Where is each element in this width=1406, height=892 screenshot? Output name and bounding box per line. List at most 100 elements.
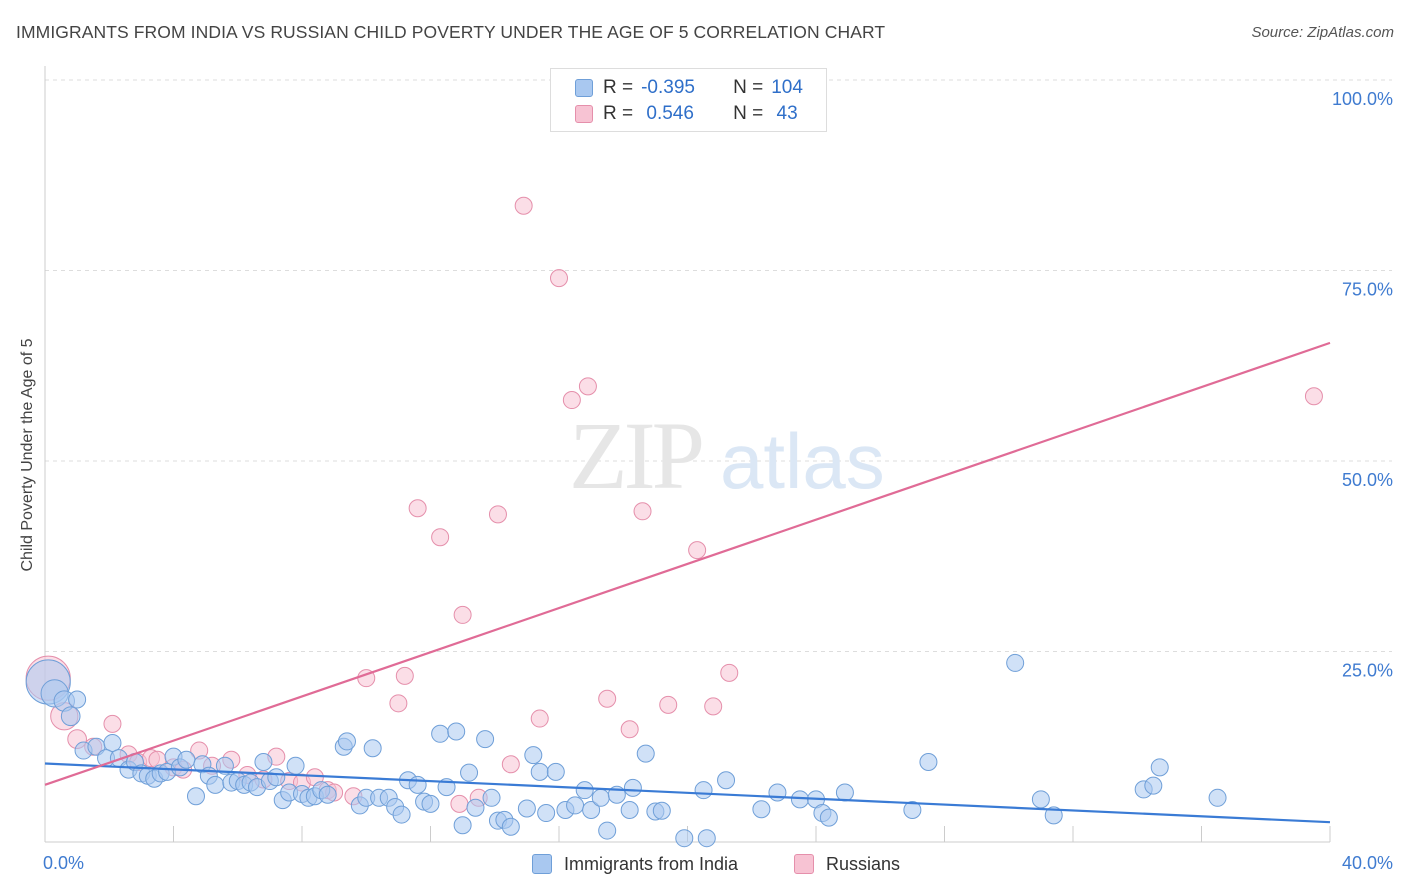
data-point [835, 783, 854, 802]
data-point [460, 763, 479, 782]
data-point [286, 756, 305, 775]
data-point [537, 804, 556, 823]
data-point [620, 800, 639, 819]
bottom-legend-swatch-india [532, 854, 552, 874]
data-point [514, 196, 533, 215]
data-point [919, 752, 938, 771]
y-tick-label: 75.0% [1342, 280, 1393, 300]
legend-swatch-india [575, 79, 593, 97]
data-point [1150, 758, 1169, 777]
data-point [659, 695, 678, 714]
data-point [447, 722, 466, 741]
data-point [488, 505, 507, 524]
source-label: Source: ZipAtlas.com [1251, 24, 1394, 41]
data-point [717, 771, 736, 790]
data-point [453, 816, 472, 835]
data-point [501, 755, 520, 774]
series-india [25, 653, 1227, 848]
correlation-legend: R = -0.395 N = 104 R = 0.546 N = 43 [550, 68, 827, 132]
data-point [431, 528, 450, 547]
bottom-legend-label-india: Immigrants from India [564, 853, 739, 874]
legend-r-label: R = [603, 103, 634, 124]
data-point [575, 781, 594, 800]
data-point [1044, 806, 1063, 825]
data-point [517, 799, 536, 818]
data-point [652, 801, 671, 820]
data-point [466, 798, 485, 817]
data-point [1031, 790, 1050, 809]
data-point [254, 752, 273, 771]
chart-title: IMMIGRANTS FROM INDIA VS RUSSIAN CHILD P… [16, 22, 886, 42]
data-point [60, 706, 81, 727]
trend-line-russians [44, 341, 1331, 786]
data-point [546, 762, 565, 781]
data-point [903, 800, 922, 819]
data-point [633, 502, 652, 521]
data-point [318, 785, 337, 804]
data-point [623, 778, 642, 797]
data-point [206, 775, 225, 794]
data-point [591, 788, 610, 807]
data-point [1208, 788, 1227, 807]
data-point [68, 690, 87, 709]
data-point [215, 756, 234, 775]
data-point [408, 499, 427, 518]
data-point [598, 821, 617, 840]
data-point [103, 714, 122, 733]
data-point [697, 829, 716, 848]
data-point [636, 744, 655, 763]
data-point [267, 768, 286, 787]
data-point [620, 720, 639, 739]
legend-swatch-russians [575, 105, 593, 123]
data-point [501, 817, 520, 836]
trend-line-india [44, 762, 1331, 824]
tick-labels: 25.0% 50.0% 75.0% 100.0% 0.0% 40.0% [43, 89, 1393, 873]
data-point [530, 709, 549, 728]
trend-lines [44, 341, 1331, 824]
data-point [694, 781, 713, 800]
data-point [392, 805, 411, 824]
data-point [598, 689, 617, 708]
x-tick-label: 40.0% [1342, 853, 1393, 873]
legend-n-value: 104 [771, 77, 803, 98]
data-point [550, 269, 568, 288]
data-point [186, 787, 205, 806]
y-tick-label: 100.0% [1332, 89, 1393, 109]
legend-r-value: -0.395 [641, 77, 695, 98]
data-point [482, 788, 501, 807]
data-point [450, 794, 469, 813]
x-tick-label: 0.0% [43, 853, 84, 873]
data-point [408, 775, 427, 794]
bottom-legend-india: Immigrants from India [532, 852, 738, 876]
y-axis-label: Child Poverty Under the Age of 5 [19, 338, 36, 572]
data-point [103, 733, 122, 752]
bottom-legend-label-russians: Russians [826, 853, 901, 874]
data-point [337, 732, 356, 751]
data-point [421, 794, 440, 813]
watermark-zip: ZIP [569, 402, 702, 509]
watermark-atlas: atlas [720, 417, 885, 505]
legend-n-value: 43 [771, 103, 798, 124]
data-point [768, 783, 787, 802]
data-point [675, 829, 694, 848]
legend-row-russians: R = 0.546 N = 43 [575, 102, 798, 126]
data-point [453, 605, 472, 624]
data-point [177, 750, 196, 769]
legend-r-value: 0.546 [641, 103, 694, 124]
legend-r-label: R = [603, 77, 634, 98]
data-point [530, 762, 549, 781]
legend-n-label: N = [733, 103, 764, 124]
data-point [1006, 653, 1025, 672]
legend-n-label: N = [733, 77, 764, 98]
data-point [389, 694, 408, 713]
data-point [524, 746, 543, 765]
data-point [431, 724, 450, 743]
bottom-legend-russians: Russians [794, 852, 900, 876]
data-point [704, 697, 723, 716]
legend-row-india: R = -0.395 N = 104 [575, 76, 803, 100]
data-point [1304, 387, 1323, 406]
data-point [476, 730, 495, 749]
bottom-legend-swatch-russians [794, 854, 814, 874]
data-point [395, 666, 414, 685]
